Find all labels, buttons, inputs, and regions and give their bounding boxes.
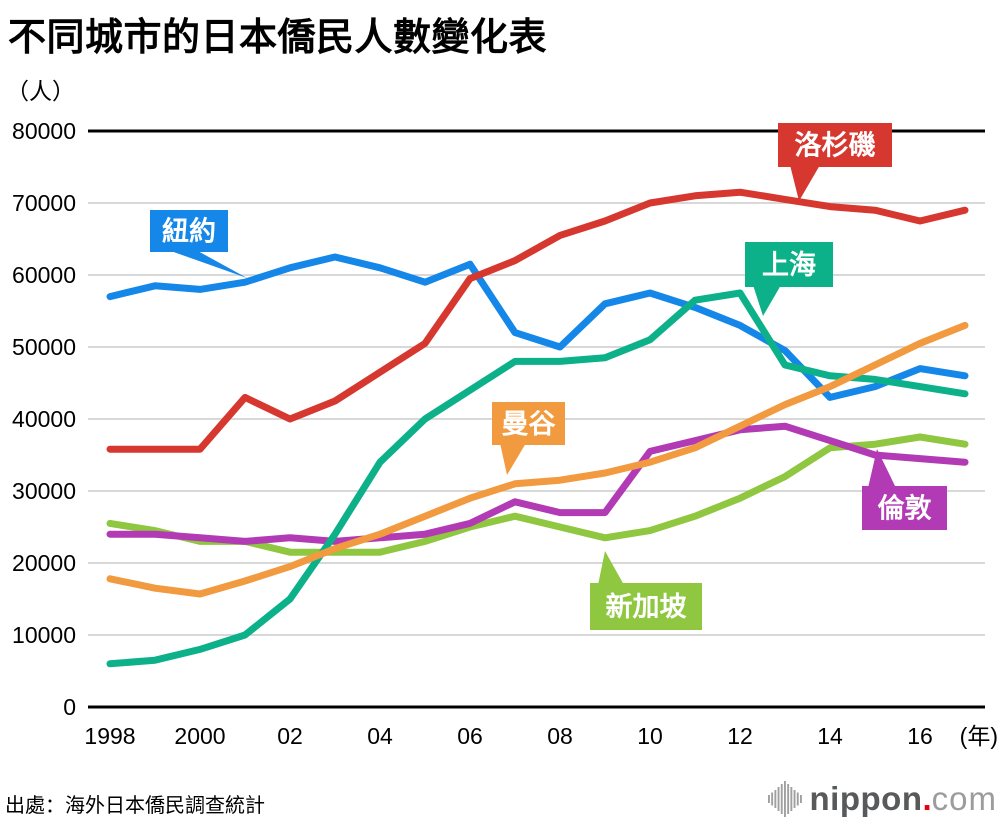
y-tick-label: 40000 [12, 406, 76, 432]
callout-box-洛杉磯 [778, 123, 892, 167]
callout-box-新加坡 [590, 583, 702, 630]
y-tick-label: 30000 [12, 478, 76, 504]
series-line-上海 [106, 289, 969, 668]
waveform-bar [793, 790, 796, 808]
callout-pointer-上海 [753, 285, 781, 316]
waveform-bar [767, 795, 770, 803]
waveform-bar [799, 795, 802, 803]
series-line-洛杉磯 [106, 188, 969, 453]
callout-box-紐約 [150, 210, 228, 252]
x-tick-label: 08 [547, 723, 573, 749]
callout-pointer-倫敦 [868, 449, 896, 488]
x-tick-label: 10 [637, 723, 663, 749]
logo-text-com: com [931, 780, 997, 817]
waveform-bar [777, 787, 780, 811]
callout-label-紐約: 紐約 [162, 216, 216, 247]
x-axis-unit-label: (年) [960, 723, 998, 749]
callout-pointer-曼谷 [500, 443, 526, 475]
callout-label-洛杉磯: 洛杉磯 [795, 131, 876, 161]
waveform-bar [783, 781, 786, 817]
x-tick-label: 14 [817, 723, 843, 749]
waveform-bar [773, 790, 776, 808]
callout-label-新加坡: 新加坡 [606, 591, 687, 622]
y-tick-label: 20000 [12, 550, 76, 576]
y-tick-label: 80000 [12, 118, 76, 144]
series-line-新加坡 [106, 433, 969, 556]
callout-label-曼谷: 曼谷 [502, 409, 557, 439]
waveform-icon [767, 781, 802, 817]
callout-pointer-新加坡 [598, 551, 624, 585]
series-line-倫敦 [106, 422, 969, 545]
line-chart: 0 10000 20000 30000 40000 50000 60000 70000 8000… [12, 118, 998, 749]
series-line-曼谷 [106, 321, 969, 598]
callout-box-上海 [745, 242, 833, 287]
callout-box-曼谷 [492, 402, 565, 445]
x-tick-label: 04 [367, 723, 393, 749]
y-axis-unit-label: （人） [6, 78, 75, 104]
y-tick-label: 70000 [12, 190, 76, 216]
y-tick-label: 50000 [12, 334, 76, 360]
x-tick-label: 1998 [84, 723, 135, 749]
logo-text-nippon: nippon [809, 780, 923, 817]
y-tick-label: 0 [63, 694, 76, 720]
x-tick-label: 06 [457, 723, 483, 749]
x-tick-label: 2000 [174, 723, 225, 749]
waveform-bar [789, 787, 792, 811]
callout-label-上海: 上海 [762, 250, 816, 280]
waveform-bar [796, 792, 799, 806]
logo-dot: . [922, 780, 932, 817]
y-tick-label: 60000 [12, 262, 76, 288]
x-tick-label: 12 [727, 723, 753, 749]
x-tick-label: 02 [277, 723, 303, 749]
callout-box-倫敦 [862, 486, 947, 530]
nippon-logo: nippon. com [766, 779, 997, 819]
waveform-bar [786, 784, 789, 814]
callout-pointer-紐約 [168, 250, 247, 278]
waveform-bar [780, 784, 783, 814]
callout-label-倫敦: 倫敦 [878, 493, 932, 524]
x-tick-label: 16 [907, 723, 933, 749]
y-tick-label: 10000 [12, 622, 76, 648]
waveform-bar [770, 792, 773, 806]
page-title: 不同城市的日本僑民人數變化表 [8, 17, 548, 59]
source-note: 出處：海外日本僑民調查統計 [5, 795, 265, 817]
callout-pointer-洛杉磯 [790, 165, 820, 201]
